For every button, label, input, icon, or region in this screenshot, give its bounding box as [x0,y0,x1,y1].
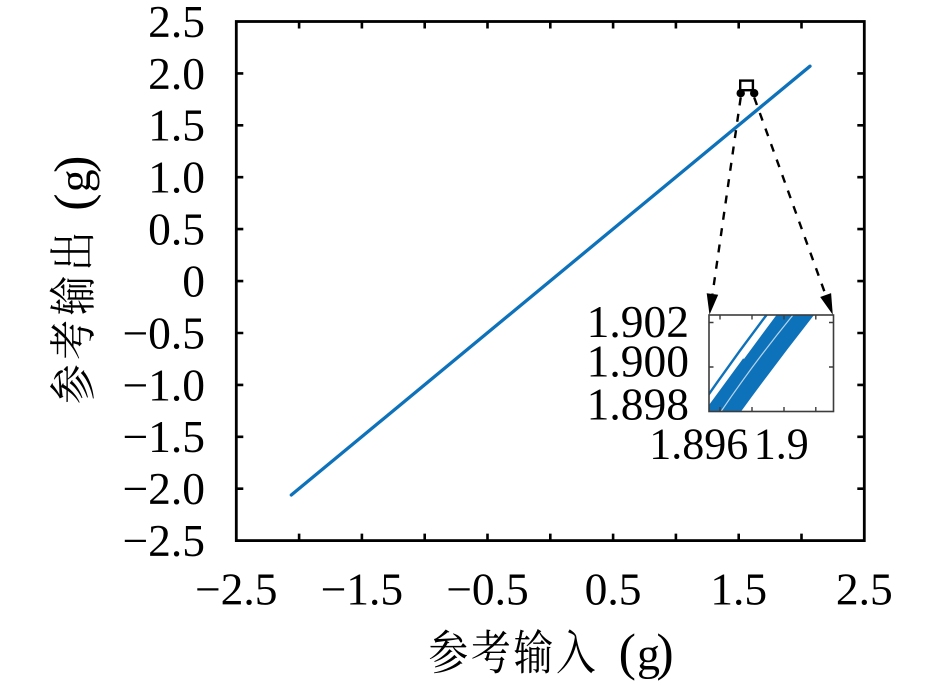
svg-text:−1.5: −1.5 [321,564,404,615]
svg-text:1.902: 1.902 [587,296,689,347]
svg-text:−1.5: −1.5 [122,411,205,462]
svg-text:2.5: 2.5 [148,0,205,47]
svg-text:0.5: 0.5 [148,204,205,255]
svg-text:): ) [656,625,673,682]
svg-text:1.5: 1.5 [148,100,205,151]
svg-text:0.5: 0.5 [585,564,642,615]
svg-text:): ) [45,156,102,173]
svg-text:2.0: 2.0 [148,48,205,99]
svg-text:−2.5: −2.5 [195,564,278,615]
svg-text:0: 0 [182,255,205,306]
svg-text:(: ( [45,193,102,210]
svg-text:2.5: 2.5 [836,564,893,615]
svg-text:g: g [637,629,660,680]
svg-text:g: g [49,169,100,192]
svg-text:−1.0: −1.0 [122,359,205,410]
svg-text:1.5: 1.5 [710,564,767,615]
svg-text:1.900: 1.900 [587,336,689,387]
svg-text:1.898: 1.898 [587,379,689,430]
svg-text:(: ( [619,625,636,682]
svg-text:−0.5: −0.5 [446,564,529,615]
svg-text:−0.5: −0.5 [122,307,205,358]
svg-text:1.9: 1.9 [754,420,809,469]
svg-text:−2.5: −2.5 [122,515,205,566]
svg-text:1.0: 1.0 [148,152,205,203]
svg-text:−2.0: −2.0 [122,463,205,514]
svg-text:1.896: 1.896 [649,420,748,469]
